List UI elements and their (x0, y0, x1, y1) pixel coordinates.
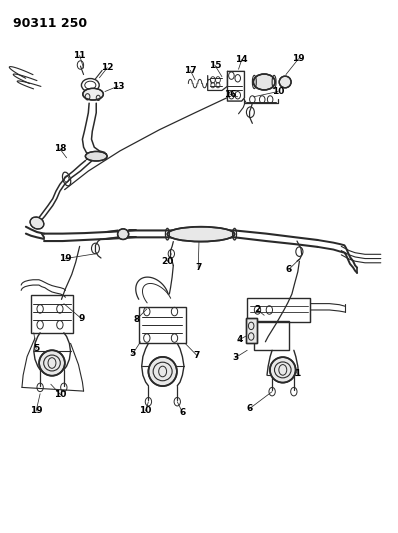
Ellipse shape (270, 357, 296, 383)
Bar (246, 318, 257, 343)
Ellipse shape (30, 217, 44, 229)
Ellipse shape (86, 151, 107, 161)
Ellipse shape (39, 350, 65, 376)
Text: 17: 17 (184, 66, 197, 75)
Bar (31, 295, 72, 333)
Text: 19: 19 (59, 254, 72, 263)
Text: 12: 12 (101, 63, 113, 72)
Text: 9: 9 (78, 314, 84, 323)
Text: 5: 5 (33, 344, 39, 353)
Text: 1: 1 (294, 369, 300, 378)
Ellipse shape (279, 76, 291, 88)
Text: 11: 11 (73, 51, 86, 60)
Text: 13: 13 (112, 82, 124, 91)
Text: 6: 6 (246, 404, 253, 413)
Text: 7: 7 (194, 351, 200, 360)
Text: 10: 10 (272, 87, 284, 96)
Bar (254, 321, 289, 350)
Text: 8: 8 (133, 315, 140, 324)
Text: 5: 5 (129, 350, 136, 359)
Ellipse shape (168, 227, 234, 241)
Bar (139, 308, 185, 343)
Text: 2: 2 (254, 305, 261, 314)
Bar (247, 298, 310, 322)
Text: 3: 3 (232, 353, 238, 362)
Ellipse shape (83, 88, 103, 100)
Text: 16: 16 (224, 90, 236, 99)
Text: 10: 10 (55, 390, 67, 399)
Text: 10: 10 (139, 406, 152, 415)
Ellipse shape (254, 74, 275, 90)
Text: 20: 20 (161, 257, 174, 265)
Text: 15: 15 (209, 61, 221, 69)
Text: 6: 6 (286, 265, 292, 273)
Bar (246, 318, 257, 343)
Text: 7: 7 (195, 263, 201, 272)
Ellipse shape (117, 229, 129, 239)
Text: 4: 4 (236, 335, 242, 344)
Text: 18: 18 (54, 144, 66, 154)
Text: 90311 250: 90311 250 (13, 17, 88, 30)
Text: 6: 6 (179, 408, 185, 417)
Text: 14: 14 (235, 55, 248, 64)
Text: 19: 19 (30, 406, 43, 415)
Ellipse shape (148, 357, 177, 386)
Text: 19: 19 (292, 54, 305, 63)
